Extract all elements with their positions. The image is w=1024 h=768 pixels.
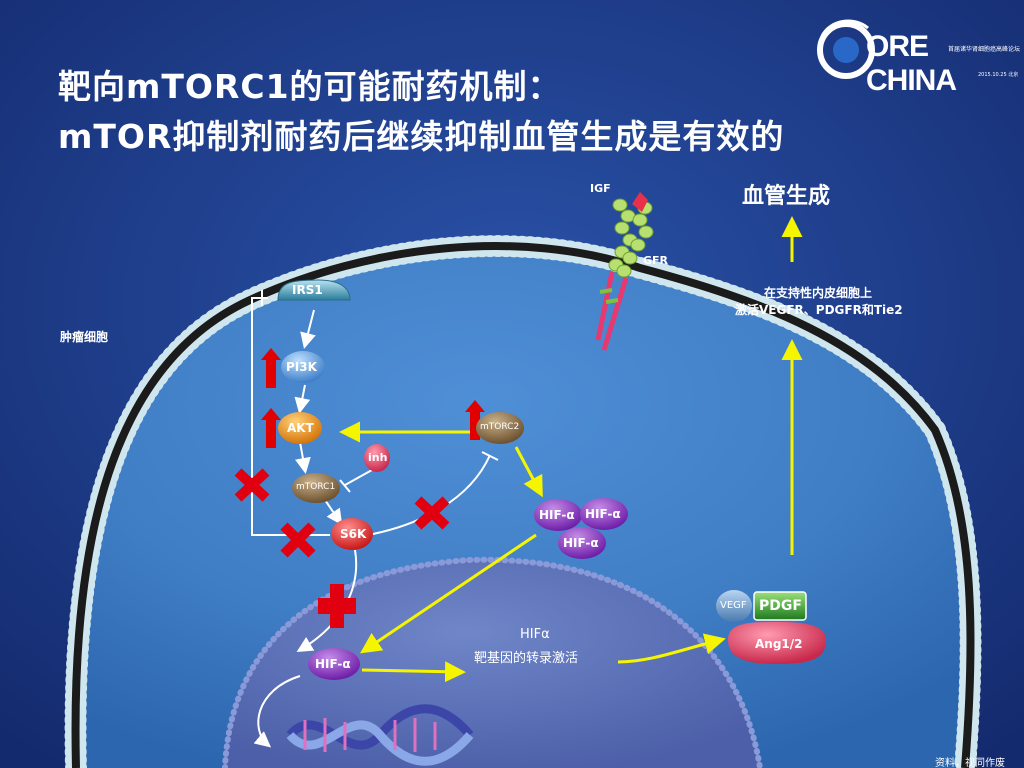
- growth-factor-complex: [716, 590, 826, 664]
- label-irs1: IRS1: [292, 283, 323, 297]
- cell-membrane: [64, 235, 982, 768]
- node-irs1: [277, 279, 351, 301]
- endothelial-label-line1: 在支持性内皮细胞上: [764, 286, 873, 300]
- footer-note: 资料，视同作废: [935, 758, 1005, 768]
- label-hif-nuclear: HIF-α: [315, 657, 351, 671]
- transcription-label-line1: HIFα: [520, 627, 550, 642]
- node-s6k: [331, 518, 373, 550]
- igf-label: IGF: [590, 182, 611, 195]
- node-akt: [278, 412, 322, 444]
- endothelial-label-line2: 激活VEGFR、PDGFR和Tie2: [735, 303, 903, 317]
- logo-date: 2015.10.25 北京: [978, 72, 1019, 78]
- node-hif-cluster: [534, 498, 628, 559]
- gfr-label: GFR: [643, 254, 669, 267]
- logo-brand: ORE CHINA: [866, 30, 957, 97]
- gfr-receptor: [595, 198, 654, 351]
- logo-tagline: 首届诸华肾细胞癌高峰论坛: [948, 46, 1021, 53]
- label-hif-1: HIF-α: [539, 508, 575, 522]
- dna-helix: [286, 704, 474, 766]
- label-hif-3: HIF-α: [563, 536, 599, 550]
- yellow-arrows: [339, 216, 803, 683]
- node-pi3k: [281, 351, 325, 383]
- angiogenesis-label: 血管生成: [742, 184, 831, 209]
- label-akt: AKT: [287, 421, 314, 435]
- label-inh: inh: [368, 451, 388, 464]
- transcription-label-line2: 靶基因的转录激活: [474, 651, 579, 666]
- label-mtorc1: mTORC1: [296, 482, 336, 492]
- node-hif-nuclear: [308, 648, 360, 680]
- slide-title-line1: 靶向mTORC1的可能耐药机制：: [58, 67, 562, 106]
- label-vegf: VEGF: [720, 600, 747, 611]
- label-pdgf: PDGF: [759, 598, 802, 614]
- label-s6k: S6K: [340, 527, 367, 541]
- label-hif-2: HIF-α: [585, 507, 621, 521]
- node-inh: [364, 444, 390, 472]
- label-mtorc2: mTORC2: [480, 422, 520, 432]
- slide-title-line2: mTOR抑制剂耐药后继续抑制血管生成是有效的: [58, 117, 785, 156]
- core-china-logo: ORE CHINA 首届诸华肾细胞癌高峰论坛 2015.10.25 北京: [808, 14, 1021, 97]
- node-mtorc2: [476, 412, 524, 444]
- label-ang: Ang1/2: [755, 637, 803, 651]
- igf-ligand: [632, 192, 648, 212]
- block-t-mark: [318, 584, 356, 628]
- tumor-cell-label: 肿瘤细胞: [60, 330, 109, 344]
- label-pi3k: PI3K: [286, 360, 317, 374]
- dragon-logo-icon: [817, 19, 875, 79]
- nucleus: [222, 556, 763, 768]
- node-mtorc1: [292, 473, 340, 503]
- block-marks: [234, 468, 450, 558]
